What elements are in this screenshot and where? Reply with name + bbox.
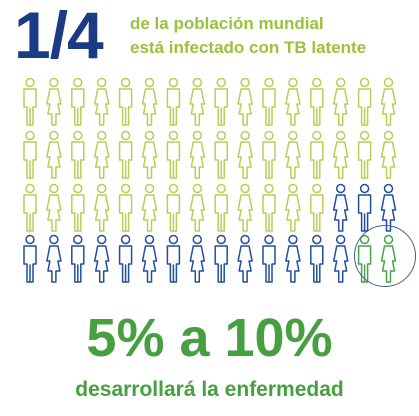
female-person-icon [285,183,301,232]
male-person-icon [357,77,372,126]
male-person-icon [118,234,133,283]
male-person-icon [71,130,85,179]
male-person-icon [310,77,324,126]
male-person-icon [357,130,372,179]
male-person-icon [71,234,85,283]
male-person-icon [262,183,276,232]
male-person-icon [166,130,181,179]
female-person-icon [189,234,206,283]
female-person-icon [46,130,62,179]
female-person-icon [93,234,110,283]
female-person-icon [141,77,158,126]
female-person-icon [189,130,206,179]
female-person-icon [332,183,349,232]
male-person-icon [310,183,324,232]
female-person-icon [93,77,110,126]
female-person-icon [285,130,301,179]
female-person-icon [46,234,62,283]
male-person-icon [118,183,133,232]
female-person-icon [237,77,253,126]
female-person-icon [332,234,349,283]
headline-subtitle: de la población mundial está infectado c… [130,12,366,60]
female-person-icon [141,234,158,283]
people-grid [23,77,397,283]
fraction-headline: 1/4 [14,0,104,72]
female-person-icon [237,234,253,283]
result-caption: desarrollará la enfermedad [75,378,344,401]
male-person-icon [23,130,37,179]
male-person-icon [262,77,276,126]
female-person-icon [285,234,301,283]
male-person-icon [118,77,133,126]
male-person-icon [310,130,324,179]
male-person-icon [262,130,276,179]
female-person-icon [46,77,62,126]
male-person-icon [262,234,276,283]
female-person-icon [189,77,206,126]
female-person-icon [141,130,158,179]
female-person-icon [332,77,349,126]
male-person-icon [214,234,228,283]
male-person-icon [310,234,324,283]
male-person-icon [166,77,181,126]
male-person-icon [23,183,37,232]
male-person-icon [214,77,228,126]
subtitle-line-2: está infectado con TB latente [130,38,367,57]
female-person-icon [285,77,301,126]
female-person-icon [332,130,349,179]
female-person-icon [237,130,253,179]
female-person-icon [380,130,397,179]
male-person-icon [71,77,85,126]
male-person-icon [166,183,181,232]
male-person-icon [166,234,181,283]
female-person-icon [380,77,397,126]
subtitle-line-1: de la población mundial [130,14,324,33]
male-person-icon [214,130,228,179]
female-person-icon [93,183,110,232]
female-person-icon [93,130,110,179]
female-person-icon [46,183,62,232]
male-person-icon [118,130,133,179]
male-person-icon [357,183,372,232]
highlight-ring [354,225,416,287]
percentage-range: 5% a 10% [86,308,333,368]
male-person-icon [23,234,37,283]
female-person-icon [141,183,158,232]
female-person-icon [189,183,206,232]
male-person-icon [214,183,228,232]
female-person-icon [237,183,253,232]
male-person-icon [23,77,37,126]
male-person-icon [71,183,85,232]
